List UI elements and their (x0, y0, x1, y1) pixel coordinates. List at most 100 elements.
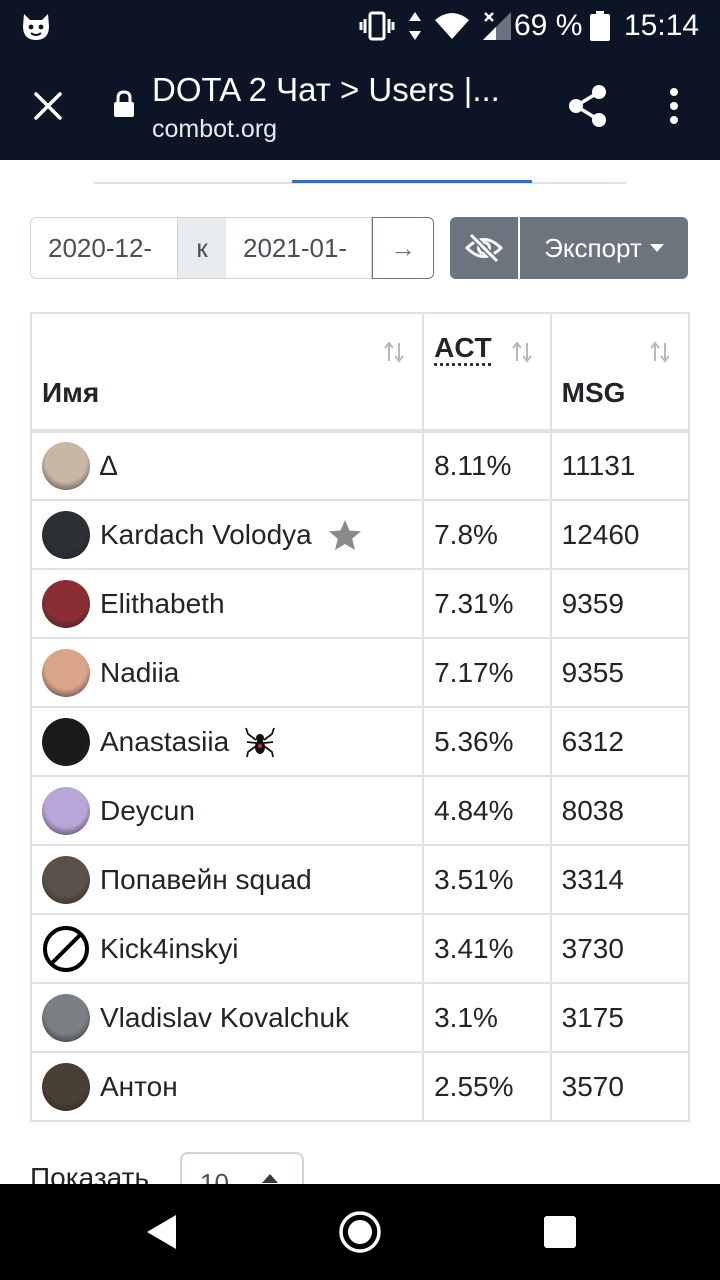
user-name-cell[interactable]: Попавейн squad (29, 844, 425, 915)
battery-icon (590, 11, 610, 41)
user-name-cell[interactable]: Nadiia (29, 637, 425, 708)
vibrate-icon (359, 11, 395, 41)
column-header-msg[interactable]: MSG (549, 312, 691, 433)
clock: 15:14 (624, 9, 700, 42)
avatar (42, 717, 90, 766)
status-bar: 69 % 15:14 (0, 0, 720, 52)
msg-cell: 9359 (549, 568, 691, 639)
avatar (42, 442, 90, 490)
column-act-label: ACT (434, 332, 492, 363)
table-row[interactable]: Попавейн squad 3.51% 3314 (29, 844, 691, 915)
eye-slash-icon (465, 233, 503, 263)
table-row[interactable]: Антон 2.55% 3570 (29, 1051, 691, 1122)
date-separator: к (178, 217, 226, 279)
battery-percent: 69 % (514, 9, 583, 42)
avatar (42, 925, 90, 973)
users-table: Имя ACT MSG ∆ 8.11% 11131 Kardach Volodya 7.… (29, 312, 691, 1122)
act-cell: 3.41% (422, 913, 552, 984)
user-name[interactable]: Deycun (100, 794, 195, 826)
act-cell: 2.55% (422, 1051, 552, 1122)
table-row[interactable]: Elithabeth 7.31% 9359 (29, 568, 691, 639)
table-row[interactable]: Deycun 4.84% 8038 (29, 775, 691, 846)
act-cell: 3.1% (422, 982, 552, 1053)
page-title[interactable]: DOTA 2 Чат > Users |... (152, 71, 500, 108)
user-name[interactable]: Elithabeth (100, 587, 225, 619)
export-dropdown-button[interactable]: Экспорт (518, 217, 688, 279)
user-name-cell[interactable]: Vladislav Kovalchuk (29, 982, 425, 1053)
app-bear-icon (23, 14, 49, 40)
system-icons (358, 10, 512, 42)
user-name[interactable]: Nadiia (100, 656, 180, 688)
date-from-input[interactable]: 2020-12- (30, 217, 178, 279)
table-row[interactable]: Kardach Volodya 7.8% 12460 (29, 499, 691, 570)
msg-cell: 12460 (549, 499, 691, 570)
user-name[interactable]: Kick4inskyi (100, 932, 239, 964)
user-name-wrap: Anastasiia (42, 717, 412, 766)
user-name-cell[interactable]: Anastasiia (29, 706, 425, 777)
user-name[interactable]: ∆ (100, 450, 118, 481)
sort-icon (650, 341, 670, 363)
table-row[interactable]: Anastasiia 5.36% 6312 (29, 706, 691, 777)
hide-button[interactable] (450, 217, 518, 279)
export-label: Экспорт (544, 232, 642, 263)
msg-cell: 8038 (549, 775, 691, 846)
avatar (42, 855, 90, 904)
user-name[interactable]: Vladislav Kovalchuk (100, 1001, 350, 1033)
apply-date-button[interactable]: → (372, 217, 434, 279)
avatar (42, 648, 90, 697)
msg-cell: 3175 (549, 982, 691, 1053)
date-range-group: 2020-12- к 2021-01- → (30, 217, 434, 279)
act-cell: 3.51% (422, 844, 552, 915)
msg-cell: 3730 (549, 913, 691, 984)
share-icon[interactable] (566, 82, 610, 130)
act-cell: 7.17% (422, 637, 552, 708)
back-icon[interactable] (142, 1212, 182, 1252)
user-name[interactable]: Попавейн squad (100, 863, 312, 895)
user-name-cell[interactable]: Elithabeth (29, 568, 425, 639)
act-cell: 4.84% (422, 775, 552, 846)
msg-cell: 9355 (549, 637, 691, 708)
user-name-cell[interactable]: Kardach Volodya (29, 499, 425, 570)
avatar (42, 1062, 90, 1111)
browser-header: DOTA 2 Чат > Users |... combot.org (0, 52, 720, 160)
table-row[interactable]: Nadiia 7.17% 9355 (29, 637, 691, 708)
sort-icon (511, 341, 532, 363)
close-button[interactable] (26, 84, 70, 128)
date-to-input[interactable]: 2021-01- (226, 217, 372, 279)
user-name-cell[interactable]: Deycun (29, 775, 425, 846)
msg-cell: 11131 (549, 430, 691, 501)
user-name[interactable]: Антон (100, 1070, 178, 1102)
user-name[interactable]: Kardach Volodya (100, 518, 312, 550)
user-name[interactable]: Anastasiia (100, 725, 230, 757)
column-header-act[interactable]: ACT (422, 312, 552, 433)
page-domain[interactable]: combot.org (152, 115, 278, 143)
tab-divider (94, 182, 626, 184)
signal-icon (483, 12, 511, 40)
column-name-label: Имя (42, 377, 100, 408)
menu-dot (670, 102, 678, 110)
act-cell: 5.36% (422, 706, 552, 777)
home-icon[interactable] (338, 1210, 382, 1254)
menu-dot (670, 88, 678, 96)
user-name-cell[interactable]: Антон (29, 1051, 425, 1122)
table-body: ∆ 8.11% 11131 Kardach Volodya 7.8% 12460 Elith… (29, 430, 691, 1122)
msg-cell: 6312 (549, 706, 691, 777)
caret-up-icon (262, 1174, 278, 1183)
avatar (42, 510, 90, 559)
act-cell: 7.8% (422, 499, 552, 570)
table-row[interactable]: Vladislav Kovalchuk 3.1% 3175 (29, 982, 691, 1053)
spider-icon (245, 726, 276, 758)
navigation-bar (0, 1184, 720, 1280)
user-name-wrap: Антон (42, 1062, 412, 1111)
data-arrows-icon (409, 12, 421, 40)
user-name-cell[interactable]: ∆ (29, 430, 425, 501)
more-vert-icon[interactable] (656, 82, 692, 130)
table-row[interactable]: Kick4inskyi 3.41% 3730 (29, 913, 691, 984)
menu-dot (670, 116, 678, 124)
avatar (42, 579, 90, 628)
column-header-name[interactable]: Имя (29, 312, 425, 433)
avatar (42, 993, 90, 1042)
table-row[interactable]: ∆ 8.11% 11131 (29, 430, 691, 501)
recents-icon[interactable] (544, 1216, 576, 1248)
user-name-cell[interactable]: Kick4inskyi (29, 913, 425, 984)
